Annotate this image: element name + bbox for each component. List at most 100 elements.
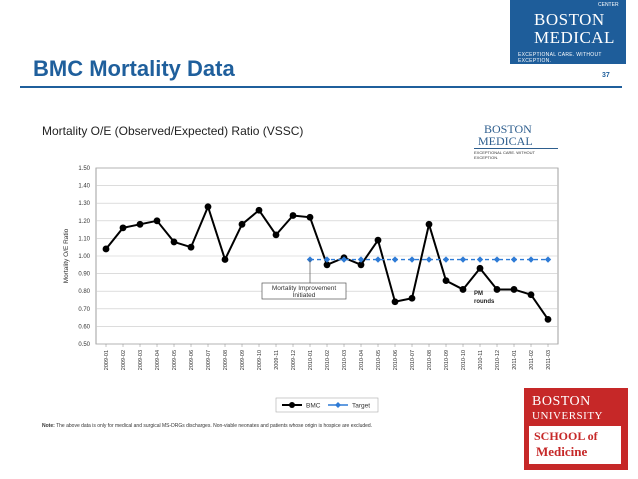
bmc-logo-line2: MEDICAL — [534, 28, 615, 47]
bmc-point — [476, 264, 484, 272]
x-tick-label: 2011-02 — [529, 350, 535, 370]
small-logo-tagline: EXCEPTIONAL CARE. WITHOUT EXCEPTION. — [474, 150, 535, 160]
bu-logo-line4: Medicine — [536, 444, 588, 459]
target-point — [544, 256, 552, 263]
x-tick-label: 2010-05 — [376, 350, 382, 370]
bmc-point — [238, 220, 246, 228]
bmc-point — [306, 213, 314, 221]
chart-title: Mortality O/E (Observed/Expected) Ratio … — [42, 124, 304, 138]
x-tick-label: 2010-11 — [478, 350, 484, 370]
y-tick-label: 0.70 — [78, 307, 90, 313]
bmc-point — [425, 220, 433, 228]
footnote-text: The above data is only for medical and s… — [56, 423, 373, 429]
bmc-logo: CENTER BOSTON MEDICAL EXCEPTIONAL CARE. … — [510, 0, 626, 64]
bmc-point — [391, 298, 399, 306]
target-point — [510, 256, 518, 263]
small-logo-line2: MEDICAL — [478, 134, 533, 148]
legend-box — [275, 397, 379, 413]
y-tick-label: 0.50 — [78, 342, 90, 348]
x-tick-label: 2009-08 — [223, 350, 229, 370]
x-tick-label: 2009-03 — [138, 350, 144, 370]
annotation-box — [261, 282, 347, 300]
x-tick-label: 2010-08 — [427, 350, 433, 370]
bmc-point — [119, 224, 127, 232]
bmc-point — [357, 261, 365, 269]
bmc-point — [187, 243, 195, 251]
x-tick-label: 2010-04 — [359, 350, 365, 370]
small-logo-line1: BOSTON — [484, 122, 532, 136]
bmc-point — [204, 203, 212, 211]
target-point — [493, 256, 501, 263]
legend-target-label: Target — [352, 403, 370, 410]
bmc-point — [442, 277, 450, 285]
x-tick-label: 2010-12 — [495, 350, 501, 370]
target-point — [442, 256, 450, 263]
x-tick-label: 2009-04 — [155, 350, 161, 370]
bmc-point — [510, 286, 518, 293]
annotation-pm-line2: rounds — [474, 299, 495, 305]
bmc-point — [221, 256, 229, 263]
y-tick-label: 0.80 — [78, 289, 90, 295]
bmc-point — [153, 217, 161, 225]
bmc-point — [170, 238, 178, 246]
x-tick-label: 2010-06 — [393, 350, 399, 370]
x-tick-label: 2010-01 — [308, 350, 314, 370]
target-point — [459, 256, 467, 263]
x-tick-label: 2009-11 — [274, 350, 280, 370]
x-tick-label: 2009-01 — [104, 350, 110, 370]
y-tick-label: 0.90 — [78, 272, 90, 278]
annotation-pm-line1: PM — [474, 291, 483, 297]
x-tick-label: 2010-10 — [461, 350, 467, 370]
x-tick-label: 2010-09 — [444, 350, 450, 370]
y-tick-label: 1.30 — [78, 201, 90, 207]
x-tick-label: 2011-03 — [546, 350, 552, 370]
target-point — [425, 256, 433, 263]
y-tick-label: 1.20 — [78, 219, 90, 225]
y-tick-label: 1.50 — [78, 166, 90, 172]
x-tick-label: 2010-03 — [342, 350, 348, 370]
y-tick-label: 0.60 — [78, 324, 90, 330]
y-tick-label: 1.10 — [78, 236, 90, 242]
bmc-point — [289, 212, 297, 219]
target-point — [476, 256, 484, 263]
small-logo-rule — [474, 148, 558, 149]
bmc-logo-corner: CENTER — [598, 2, 619, 8]
x-tick-label: 2009-06 — [189, 350, 195, 370]
footnote-label: Note: — [42, 423, 55, 429]
annotation-mortality-line1: Mortality Improvement — [272, 285, 336, 292]
annotation-mortality-line2: Initiated — [293, 292, 316, 299]
bmc-point — [408, 294, 416, 302]
slide-title: BMC Mortality Data — [33, 56, 235, 81]
bu-logo-line3: SCHOOL of — [534, 429, 598, 443]
target-point — [374, 256, 382, 263]
target-point — [527, 256, 535, 263]
target-point — [408, 256, 416, 263]
x-tick-label: 2009-12 — [291, 350, 297, 370]
bmc-point — [459, 286, 467, 293]
x-tick-label: 2009-02 — [121, 350, 127, 370]
y-tick-label: 1.00 — [78, 254, 90, 260]
bmc-point — [136, 220, 144, 228]
bmc-point — [374, 236, 382, 244]
legend-target-marker — [335, 402, 341, 408]
target-point — [357, 256, 365, 263]
bmc-point — [527, 291, 535, 299]
bmc-point — [102, 245, 110, 253]
y-tick-label: 1.40 — [78, 184, 90, 190]
title-divider — [20, 86, 622, 88]
target-point — [391, 256, 399, 263]
x-tick-label: 2009-07 — [206, 350, 212, 370]
bmc-point — [255, 206, 263, 214]
bmc-logo-tagline: EXCEPTIONAL CARE. WITHOUT EXCEPTION. — [518, 52, 602, 64]
page-number: 37 — [602, 72, 610, 79]
legend-bmc-marker — [289, 402, 295, 408]
bu-logo-line1: BOSTON — [532, 394, 591, 409]
x-tick-label: 2010-07 — [410, 350, 416, 370]
bmc-point — [323, 261, 331, 269]
x-tick-label: 2009-05 — [172, 350, 178, 370]
bu-medicine-logo: BOSTON UNIVERSITY SCHOOL of Medicine — [524, 388, 628, 470]
footnote: Note: The above data is only for medical… — [42, 423, 372, 429]
bu-logo-panel — [529, 426, 621, 464]
y-axis-label: Mortality O/E Ratio — [63, 228, 70, 283]
